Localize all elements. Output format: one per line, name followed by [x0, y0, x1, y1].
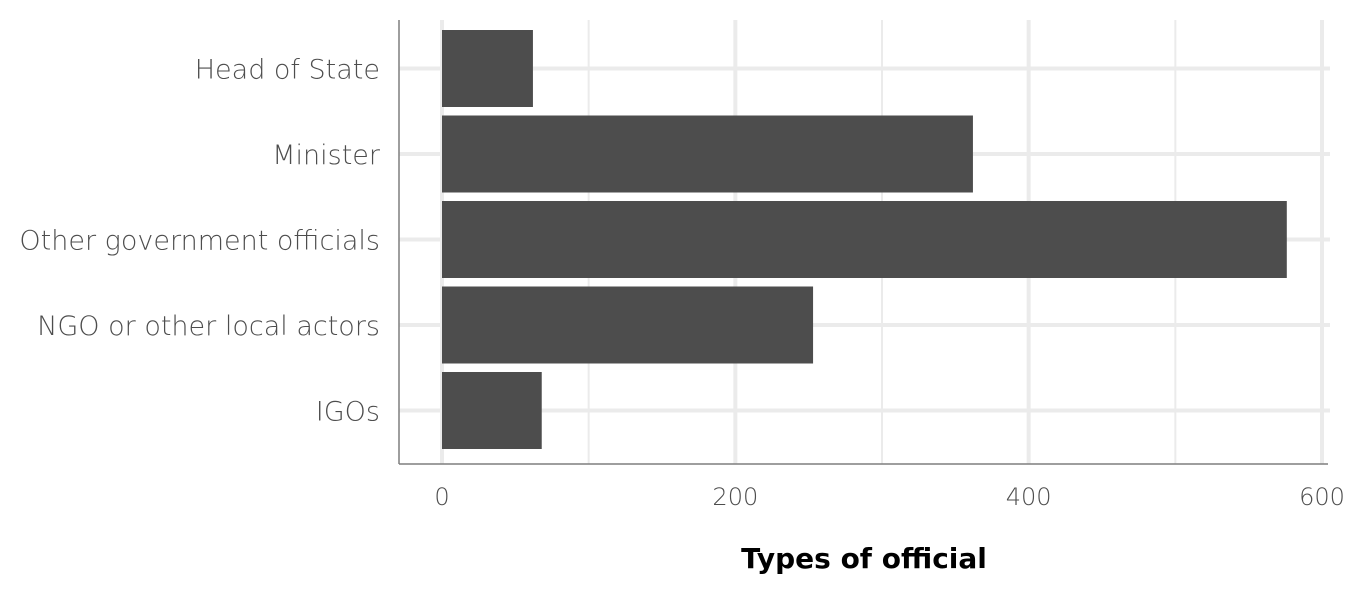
x-tick-label: 0: [434, 483, 449, 511]
x-tick-label: 400: [1006, 483, 1052, 511]
category-label: IGOs: [316, 397, 380, 428]
bar-ngo-or-other-local-actors: [442, 286, 814, 364]
x-tick-labels: 0 200 400 600: [434, 483, 1345, 511]
x-tick-label: 200: [712, 483, 758, 511]
category-labels: Head of State Minister Other government of…: [19, 55, 380, 428]
bar-igos: [442, 372, 542, 449]
category-label: NGO or other local actors: [37, 311, 380, 342]
bar-head-of-state: [442, 30, 533, 107]
category-label: Head of State: [195, 55, 380, 86]
category-label: Minister: [272, 140, 381, 171]
category-label: Other government officials: [19, 226, 380, 257]
axes: [398, 20, 1328, 465]
x-tick-label: 600: [1299, 483, 1345, 511]
bar-minister: [442, 115, 973, 193]
x-axis-title: Types of official: [741, 542, 987, 575]
bar-other-government-officials: [442, 201, 1287, 278]
bars: [442, 30, 1287, 449]
